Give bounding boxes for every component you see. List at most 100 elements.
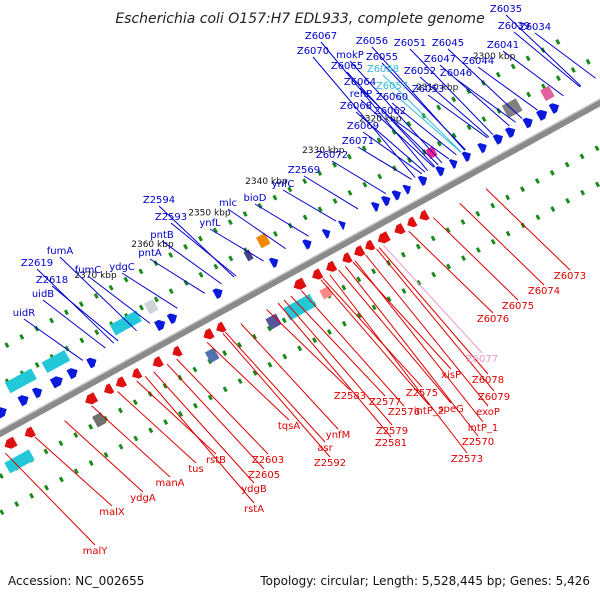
gene-label: malX [99, 507, 125, 518]
leader-line [534, 32, 596, 79]
track-dot [371, 304, 377, 311]
track-dot [526, 91, 532, 98]
track-dot [168, 288, 174, 295]
track-dot [594, 181, 600, 188]
track-dot [505, 230, 511, 237]
track-dot [416, 279, 422, 286]
gene-label: Z6069 [347, 121, 379, 132]
leader-line [322, 278, 423, 388]
track-dot [555, 75, 561, 82]
forward-gene-arrow [522, 117, 533, 129]
track-dot [197, 235, 203, 242]
gene-label: Z6070 [297, 46, 329, 57]
track-dot [88, 423, 94, 430]
leader-line [51, 285, 119, 342]
leader-line [354, 260, 484, 423]
gene-label: Z6071 [342, 136, 374, 147]
track-dot [555, 39, 561, 45]
track-dot [272, 230, 278, 237]
track-dot [475, 247, 481, 253]
map-title: Escherichia coli O157:H7 EDL933, complet… [115, 11, 484, 27]
leader-line [391, 102, 457, 156]
track-dot [570, 67, 576, 73]
track-dot [519, 186, 526, 193]
track-dot [73, 432, 79, 438]
reverse-gene-arrow [152, 356, 164, 368]
leader-line [153, 371, 255, 484]
gene-label: Z6064 [344, 77, 376, 88]
track-dot [550, 206, 556, 212]
track-dot [401, 288, 407, 294]
track-dot [183, 280, 189, 286]
leader-line [378, 247, 489, 375]
gene-label: Z6058 [367, 64, 399, 75]
cds-box [41, 350, 71, 374]
track-dot [34, 362, 40, 368]
track-dot [347, 189, 353, 196]
track-dot [525, 55, 531, 62]
cds-box [109, 310, 142, 336]
track-dot [386, 296, 392, 303]
leader-line [376, 248, 495, 392]
leader-line [170, 222, 237, 277]
track-dot [431, 271, 437, 278]
gene-label: ydgC [109, 262, 135, 273]
gene-label: Z6055 [366, 52, 398, 63]
gene-label: Z6052 [404, 66, 436, 77]
leader-line [357, 146, 412, 180]
forward-gene-arrow [166, 313, 178, 325]
track-dot [222, 386, 228, 393]
gene-label: Z6051 [394, 38, 426, 49]
cds-box [4, 368, 37, 394]
cds-box [143, 299, 159, 315]
gene-label: Z2618 [36, 275, 68, 286]
gene-label: Z2573 [451, 454, 483, 465]
gene-label: intP_2 [414, 406, 444, 417]
leader-line [389, 116, 450, 160]
leader-line [329, 274, 468, 454]
gene-label: Z6073 [554, 271, 586, 282]
gene-label: rstB [206, 455, 226, 466]
scale-tick-label: 2350 kbp [188, 208, 231, 218]
cds-box [425, 146, 438, 159]
reverse-gene-arrow [4, 436, 18, 449]
track-dot [19, 334, 25, 340]
track-dot [178, 410, 184, 417]
track-dot [460, 219, 466, 225]
leader-line [161, 240, 222, 285]
leader-line [225, 331, 326, 443]
track-dot [475, 210, 481, 217]
track-dot [227, 219, 233, 226]
forward-gene-arrow [492, 134, 503, 145]
gene-label: intP_1 [468, 423, 498, 434]
leader-line [408, 230, 494, 314]
track-dot [460, 255, 466, 262]
forward-gene-arrow [212, 288, 223, 300]
track-dot [118, 443, 124, 450]
track-dot [192, 402, 198, 409]
track-dot [406, 120, 412, 127]
leader-line [419, 76, 490, 138]
gene-label: Z2619 [21, 258, 53, 269]
track-dot [183, 243, 189, 250]
reverse-gene-arrow [365, 239, 376, 251]
track-dot [267, 361, 273, 368]
track-dot [297, 345, 303, 352]
track-dot [341, 284, 347, 291]
cds-box [243, 249, 254, 262]
leader-line [91, 405, 171, 478]
gene-label: pntB [150, 230, 174, 241]
leader-line [459, 202, 545, 286]
leader-line [283, 299, 393, 426]
forward-gene-arrow [321, 229, 331, 239]
track-dot [466, 88, 472, 95]
gene-label: Z2603 [252, 455, 284, 466]
forward-gene-arrow [417, 175, 428, 186]
track-dot [346, 153, 352, 160]
leader-line [42, 299, 106, 349]
track-dot [341, 320, 347, 327]
track-dot [207, 394, 213, 401]
cds-box [501, 98, 523, 119]
leader-line [303, 175, 359, 210]
leader-line [209, 228, 264, 262]
